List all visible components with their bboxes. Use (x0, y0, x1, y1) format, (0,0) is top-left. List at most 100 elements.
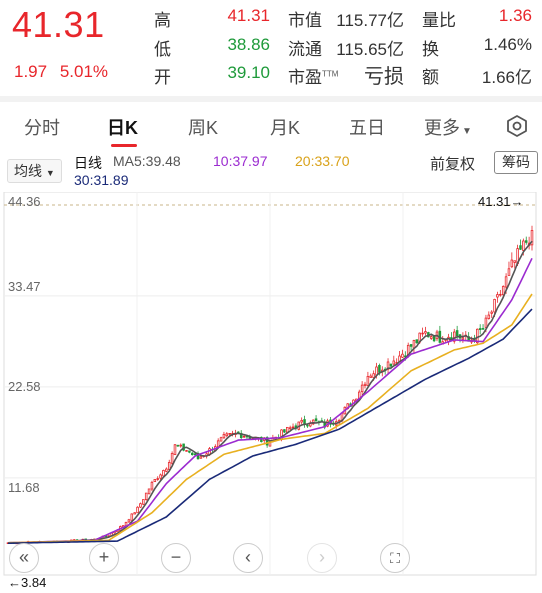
volume-ratio-label: 量比 (422, 11, 456, 30)
ma-selector[interactable]: 均线 ▼ (7, 159, 62, 183)
y-tick-label: 11.68 (8, 480, 40, 495)
adjust-button[interactable]: 前复权 (430, 156, 476, 173)
high-label: 高 (154, 11, 171, 30)
candle-body (429, 336, 433, 339)
scroll-left-fast-button[interactable]: « (9, 543, 39, 573)
tab-five-day[interactable]: 五日 (349, 118, 385, 138)
candle-body (366, 376, 370, 386)
fullscreen-icon: ⛶ (390, 550, 400, 566)
low-label: 低 (154, 40, 171, 59)
tab-monthly-k[interactable]: 月K (270, 118, 301, 138)
candle-body (156, 478, 159, 480)
candle-body (291, 426, 295, 429)
candle-body (179, 444, 183, 447)
dropdown-triangle-icon: ▼ (45, 168, 55, 178)
candle-body (185, 450, 188, 452)
pe-value: 亏损 (364, 66, 404, 88)
chevron-right-icon: › (319, 547, 325, 567)
candle-body (507, 268, 511, 276)
min-price-marker: ←3.84 (8, 575, 47, 590)
amount-value: 1.66亿 (481, 68, 532, 87)
candle-body (522, 240, 525, 251)
amount-label: 额 (422, 68, 439, 87)
candle-body (170, 453, 174, 464)
candle-body (193, 453, 197, 456)
double-chevron-left-icon: « (18, 547, 29, 567)
chip-distribution-button[interactable]: 筹码 (494, 151, 538, 174)
candle-body (504, 276, 508, 288)
candle-body (191, 452, 194, 456)
market-cap-value: 115.77亿 (336, 11, 404, 30)
market-cap-label: 市值 (288, 11, 322, 30)
candle-body (216, 440, 220, 448)
candle-body (165, 468, 168, 472)
float-cap-label: 流通 (288, 40, 322, 59)
tab-more[interactable]: 更多 ▼ (424, 114, 472, 140)
last-price: 41.31 (12, 4, 105, 45)
candle-body (484, 317, 488, 328)
candle-body (225, 433, 229, 437)
candle-body (461, 337, 465, 340)
fullscreen-button[interactable]: ⛶ (380, 543, 410, 573)
candle-body (142, 499, 145, 505)
scroll-left-button[interactable]: ‹ (233, 543, 263, 573)
candle-body (199, 456, 203, 459)
settings-icon[interactable] (505, 114, 529, 138)
candle-body (133, 512, 136, 515)
candle-body (222, 433, 226, 439)
period-label: 日线 (74, 155, 102, 171)
candle-body (432, 335, 436, 342)
candle-body (519, 245, 522, 250)
candle-body (288, 427, 292, 430)
y-tick-label: 44.36 (8, 194, 41, 209)
zoom-in-button[interactable]: + (89, 543, 119, 573)
candle-body (363, 383, 367, 386)
low-value: 38.86 (227, 35, 270, 54)
ma-selector-label: 均线 (14, 163, 42, 179)
candle-body (412, 340, 416, 349)
candle-body (369, 375, 373, 378)
kline-chart[interactable]: 44.36 33.47 22.58 11.68 41.31→ (0, 191, 542, 593)
change-amount: 1.97 (14, 62, 48, 81)
candle-body (136, 506, 139, 514)
candle-body (493, 298, 496, 313)
candle-body (392, 360, 396, 365)
volume-ratio-value: 1.36 (498, 6, 532, 25)
candle-body (501, 286, 505, 296)
candle-body (150, 481, 154, 490)
turnover-label: 换 (422, 40, 439, 59)
tab-daily-k[interactable]: 日K (107, 118, 138, 138)
y-tick-label: 22.58 (8, 379, 41, 394)
candle-body (372, 373, 375, 378)
candle-body (147, 488, 151, 495)
pe-ttm-label: TTM (322, 69, 339, 79)
float-cap-value: 115.65亿 (336, 40, 404, 59)
scroll-right-button[interactable]: › (307, 543, 337, 573)
candle-body (300, 419, 303, 423)
candle-body (513, 260, 516, 263)
ma5-value: MA5:39.48 (113, 153, 181, 169)
candle-body (510, 259, 514, 268)
candle-body (228, 433, 231, 435)
chevron-down-icon: ▼ (462, 126, 472, 137)
chevron-left-icon: ‹ (245, 547, 251, 567)
ma20-value: 20:33.70 (295, 153, 350, 169)
tab-weekly-k[interactable]: 周K (188, 118, 219, 138)
tab-intraday[interactable]: 分时 (24, 118, 60, 138)
zoom-out-button[interactable]: − (161, 543, 191, 573)
ma10-value: 10:37.97 (213, 153, 268, 169)
candle-body (162, 470, 165, 477)
candle-body (153, 479, 157, 483)
candle-body (421, 332, 424, 335)
candle-body (496, 294, 499, 298)
candle-body (490, 311, 493, 314)
plus-icon: + (98, 547, 110, 567)
tab-more-label: 更多 (424, 118, 460, 138)
candle-body (265, 437, 269, 446)
turnover-value: 1.46% (483, 35, 532, 54)
candle-body (481, 328, 485, 330)
candle-body (219, 437, 223, 442)
candle-body (283, 429, 286, 433)
period-tabs: 分时 日K 周K 月K 五日 更多 ▼ (0, 104, 542, 148)
active-tab-indicator (111, 144, 137, 147)
